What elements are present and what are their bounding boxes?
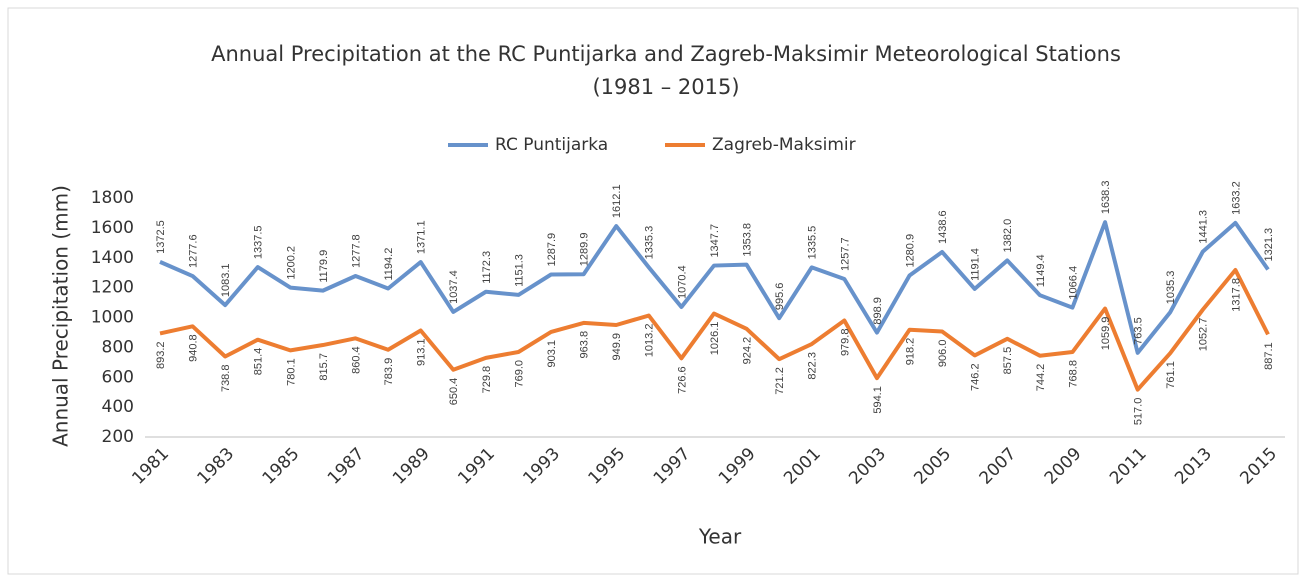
data-label: 1321.3 [1263, 228, 1275, 262]
y-tick-label: 200 [102, 427, 134, 447]
data-label: 918.2 [904, 338, 916, 366]
y-tick-label: 1200 [91, 278, 134, 298]
data-label: 979.8 [839, 329, 851, 357]
data-label: 517.0 [1133, 398, 1145, 426]
data-label: 783.9 [383, 358, 395, 386]
data-label: 1441.3 [1198, 210, 1210, 244]
data-label: 1438.6 [937, 210, 949, 244]
data-label: 1194.2 [383, 248, 395, 281]
series-line [159, 220, 1270, 355]
data-label: 1013.2 [644, 324, 656, 358]
data-label: 1371.1 [416, 220, 428, 254]
data-label: 1372.5 [155, 220, 167, 254]
y-axis-label: Annual Precipitation (mm) [49, 185, 73, 447]
data-label: 1052.7 [1198, 318, 1210, 352]
data-label: 1026.1 [709, 322, 721, 356]
data-label: 898.9 [872, 297, 884, 325]
data-label: 650.4 [448, 378, 460, 406]
data-label: 726.6 [676, 366, 688, 394]
data-label: 1335.3 [644, 226, 656, 260]
data-label: 721.2 [774, 367, 786, 395]
data-label: 1353.8 [741, 223, 753, 257]
data-label: 1638.3 [1100, 180, 1112, 214]
data-label: 1317.8 [1230, 278, 1242, 312]
data-label: 963.8 [579, 331, 591, 359]
data-label: 949.9 [611, 333, 623, 361]
y-tick-label: 600 [102, 367, 134, 387]
legend-label: Zagreb-Maksimir [712, 135, 856, 155]
data-label: 903.1 [546, 340, 558, 368]
y-tick-label: 400 [102, 397, 134, 417]
data-label: 1257.7 [839, 237, 851, 271]
chart-subtitle: (1981 – 2015) [592, 75, 739, 99]
data-label: 1191.4 [970, 248, 982, 281]
data-label: 763.5 [1133, 317, 1145, 345]
data-label: 857.5 [1002, 347, 1014, 375]
data-label: 906.0 [937, 340, 949, 368]
chart-frame [7, 7, 1299, 575]
data-label: 815.7 [318, 353, 330, 381]
data-label: 1037.4 [448, 270, 460, 304]
data-label: 1172.3 [481, 251, 493, 284]
data-label: 746.2 [970, 363, 982, 391]
data-label: 744.2 [1035, 364, 1047, 392]
series-line [159, 268, 1270, 392]
data-label: 1612.1 [611, 184, 623, 218]
data-label: 1070.4 [676, 265, 688, 299]
data-label: 738.8 [220, 365, 232, 393]
data-label: 729.8 [481, 366, 493, 394]
data-label: 1280.9 [904, 234, 916, 268]
data-label: 1059.9 [1100, 317, 1112, 351]
data-label: 780.1 [285, 358, 297, 386]
data-label: 1633.2 [1230, 181, 1242, 215]
data-label: 1035.3 [1165, 271, 1177, 305]
data-label: 769.0 [513, 360, 525, 388]
data-label: 1337.5 [253, 225, 265, 259]
data-label: 1083.1 [220, 263, 232, 297]
data-label: 1347.7 [709, 224, 721, 258]
data-label: 1149.4 [1035, 254, 1047, 287]
x-axis-label: Year [698, 525, 742, 549]
data-label: 940.8 [187, 334, 199, 362]
data-label: 860.4 [350, 346, 362, 374]
data-label: 761.1 [1165, 361, 1177, 389]
data-label: 594.1 [872, 386, 884, 414]
data-label: 768.8 [1067, 360, 1079, 388]
y-tick-label: 1400 [91, 248, 134, 268]
data-label: 1382.0 [1002, 219, 1014, 253]
y-tick-label: 1600 [91, 218, 134, 238]
legend-label: RC Puntijarka [495, 135, 608, 155]
data-label: 1277.8 [350, 234, 362, 268]
chart-title: Annual Precipitation at the RC Puntijark… [211, 42, 1121, 66]
y-tick-label: 1800 [91, 188, 134, 208]
data-label: 1277.6 [187, 234, 199, 268]
data-label: 1200.2 [285, 246, 297, 280]
data-label: 1179.9 [318, 250, 330, 283]
data-label: 893.2 [155, 341, 167, 369]
data-label: 822.3 [807, 352, 819, 380]
data-label: 913.1 [416, 338, 428, 366]
data-label: 851.4 [253, 348, 265, 376]
data-label: 1287.9 [546, 233, 558, 267]
data-label: 1289.9 [579, 233, 591, 267]
data-label: 1151.3 [513, 254, 525, 287]
data-label: 887.1 [1263, 342, 1275, 370]
y-tick-label: 800 [102, 337, 134, 357]
data-label: 995.6 [774, 283, 786, 311]
data-label: 1335.5 [807, 226, 819, 260]
data-label: 924.2 [741, 337, 753, 365]
data-label: 1066.4 [1067, 266, 1079, 300]
y-tick-label: 1000 [91, 308, 134, 328]
